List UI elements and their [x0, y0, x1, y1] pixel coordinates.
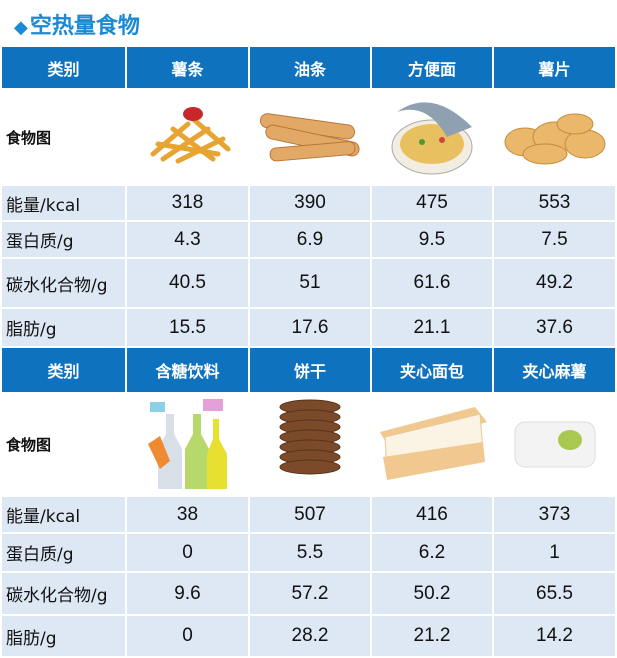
- cell-value: 50.2: [370, 571, 494, 616]
- row-label: 蛋白质/g: [0, 532, 127, 573]
- cell-value: 37.6: [492, 307, 617, 348]
- column-header: 夹心麻薯: [492, 346, 617, 394]
- title-text: 空热量食物: [29, 14, 140, 39]
- header-row: 类别 薯条 油条 方便面 薯片: [0, 45, 617, 90]
- table-row: 能量/kcal 318 390 475 553: [0, 184, 617, 222]
- cookies-image: [248, 392, 372, 497]
- column-header: 夹心面包: [370, 346, 494, 394]
- row-label: 碳水化合物/g: [0, 571, 127, 616]
- column-header: 薯片: [492, 45, 617, 90]
- column-header: 类别: [0, 346, 127, 394]
- youtiao-image: [248, 88, 372, 186]
- table-row: 能量/kcal 38 507 416 373: [0, 495, 617, 534]
- header-row: 类别 含糖饮料 饼干 夹心面包 夹心麻薯: [0, 346, 617, 394]
- cell-value: 507: [248, 495, 372, 534]
- column-header: 类别: [0, 45, 127, 90]
- cell-value: 416: [370, 495, 494, 534]
- row-label: 能量/kcal: [0, 184, 127, 222]
- row-label: 能量/kcal: [0, 495, 127, 534]
- cell-value: 373: [492, 495, 617, 534]
- column-header: 方便面: [370, 45, 494, 90]
- column-header: 含糖饮料: [125, 346, 250, 394]
- cell-value: 65.5: [492, 571, 617, 616]
- table-row: 脂肪/g 0 28.2 21.2 14.2: [0, 614, 617, 658]
- cell-value: 475: [370, 184, 494, 222]
- cell-value: 5.5: [248, 532, 372, 573]
- image-row: 食物图: [0, 392, 617, 497]
- cell-value: 57.2: [248, 571, 372, 616]
- cell-value: 553: [492, 184, 617, 222]
- cell-value: 9.6: [125, 571, 250, 616]
- cell-value: 17.6: [248, 307, 372, 348]
- cell-value: 38: [125, 495, 250, 534]
- cell-value: 390: [248, 184, 372, 222]
- cell-value: 7.5: [492, 220, 617, 259]
- row-label: 碳水化合物/g: [0, 257, 127, 309]
- cell-value: 318: [125, 184, 250, 222]
- table-row: 脂肪/g 15.5 17.6 21.1 37.6: [0, 307, 617, 348]
- table-row: 蛋白质/g 0 5.5 6.2 1: [0, 532, 617, 573]
- nutrition-table: 类别 薯条 油条 方便面 薯片 食物图 能量/kcal 318 390 475 553 蛋白质/g 4.…: [0, 45, 617, 658]
- image-row: 食物图: [0, 88, 617, 186]
- filled-mochi-image: [492, 392, 617, 497]
- sugary-drinks-image: [125, 392, 250, 497]
- row-label: 食物图: [0, 392, 127, 497]
- table-row: 碳水化合物/g 9.6 57.2 50.2 65.5: [0, 571, 617, 616]
- row-label: 蛋白质/g: [0, 220, 127, 259]
- diamond-icon: ◆: [14, 17, 28, 38]
- cell-value: 6.2: [370, 532, 494, 573]
- row-label: 食物图: [0, 88, 127, 186]
- row-label: 脂肪/g: [0, 307, 127, 348]
- cell-value: 40.5: [125, 257, 250, 309]
- cell-value: 49.2: [492, 257, 617, 309]
- sandwich-bread-image: [370, 392, 494, 497]
- table-row: 蛋白质/g 4.3 6.9 9.5 7.5: [0, 220, 617, 259]
- row-label: 脂肪/g: [0, 614, 127, 658]
- cell-value: 51: [248, 257, 372, 309]
- cell-value: 9.5: [370, 220, 494, 259]
- table-row: 碳水化合物/g 40.5 51 61.6 49.2: [0, 257, 617, 309]
- cell-value: 6.9: [248, 220, 372, 259]
- cell-value: 21.1: [370, 307, 494, 348]
- column-header: 饼干: [248, 346, 372, 394]
- cell-value: 0: [125, 532, 250, 573]
- cell-value: 1: [492, 532, 617, 573]
- cell-value: 61.6: [370, 257, 494, 309]
- cell-value: 15.5: [125, 307, 250, 348]
- potato-chips-image: [492, 88, 617, 186]
- column-header: 油条: [248, 45, 372, 90]
- instant-noodles-image: [370, 88, 494, 186]
- page-title: ◆空热量食物: [14, 8, 140, 40]
- cell-value: 4.3: [125, 220, 250, 259]
- cell-value: 21.2: [370, 614, 494, 658]
- french-fries-image: [125, 88, 250, 186]
- column-header: 薯条: [125, 45, 250, 90]
